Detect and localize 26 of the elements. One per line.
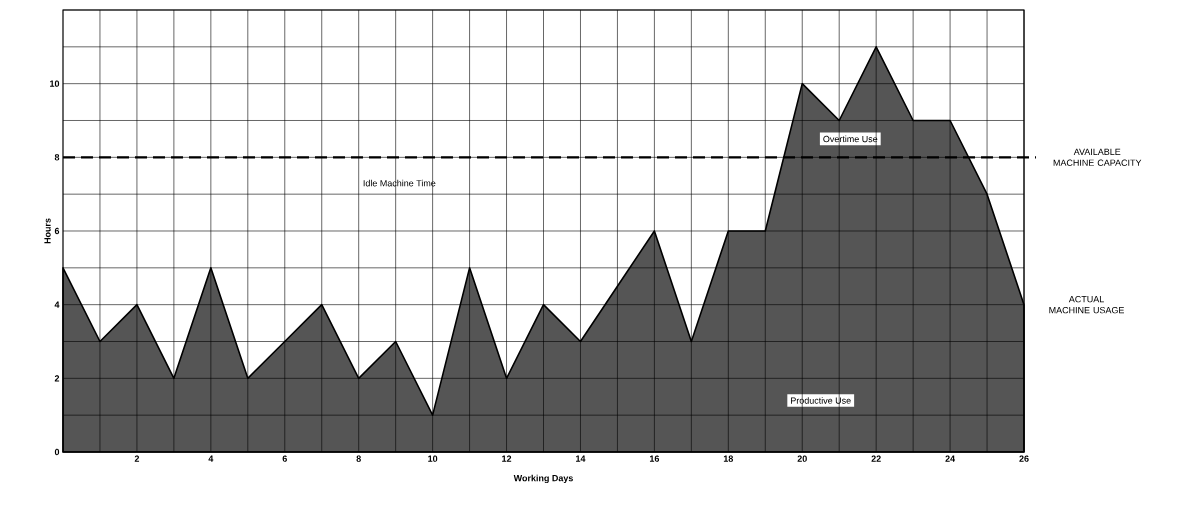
x-tick-label: 26 (1019, 455, 1029, 462)
ref-line-label: AVAILABLE MACHINE CAPACITY (1053, 148, 1142, 166)
x-tick-label: 2 (134, 455, 140, 462)
x-tick-label: 18 (723, 455, 734, 462)
x-tick-label: 24 (945, 455, 956, 462)
x-tick-label: 6 (282, 455, 287, 462)
x-tick-label: 22 (871, 455, 881, 462)
y-tick-label: 0 (54, 448, 60, 456)
x-tick-label: 4 (208, 455, 214, 462)
y-tick-label: 2 (54, 375, 60, 382)
x-tick-label: 12 (502, 455, 512, 462)
y-tick-label: 8 (54, 154, 60, 161)
x-tick-label: 10 (428, 455, 438, 462)
y-tick-label: 6 (54, 227, 60, 235)
y-tick-label: 10 (50, 80, 60, 87)
annotation: Idle Machine Time (363, 179, 436, 187)
text: ACTUAL MACHINE USAGE (1049, 296, 1124, 314)
x-tick-label: 8 (356, 455, 361, 462)
x-axis-title: Working Days (513, 474, 573, 484)
annotation: Overtime Use (823, 135, 878, 143)
y-tick-label: 4 (54, 301, 60, 308)
x-tick-label: 20 (797, 455, 807, 462)
x-tick-label: 14 (576, 455, 586, 462)
x-tick-label: 16 (649, 455, 660, 462)
y-axis-title: Hours (44, 218, 51, 244)
annotation: Productive Use (791, 397, 851, 404)
